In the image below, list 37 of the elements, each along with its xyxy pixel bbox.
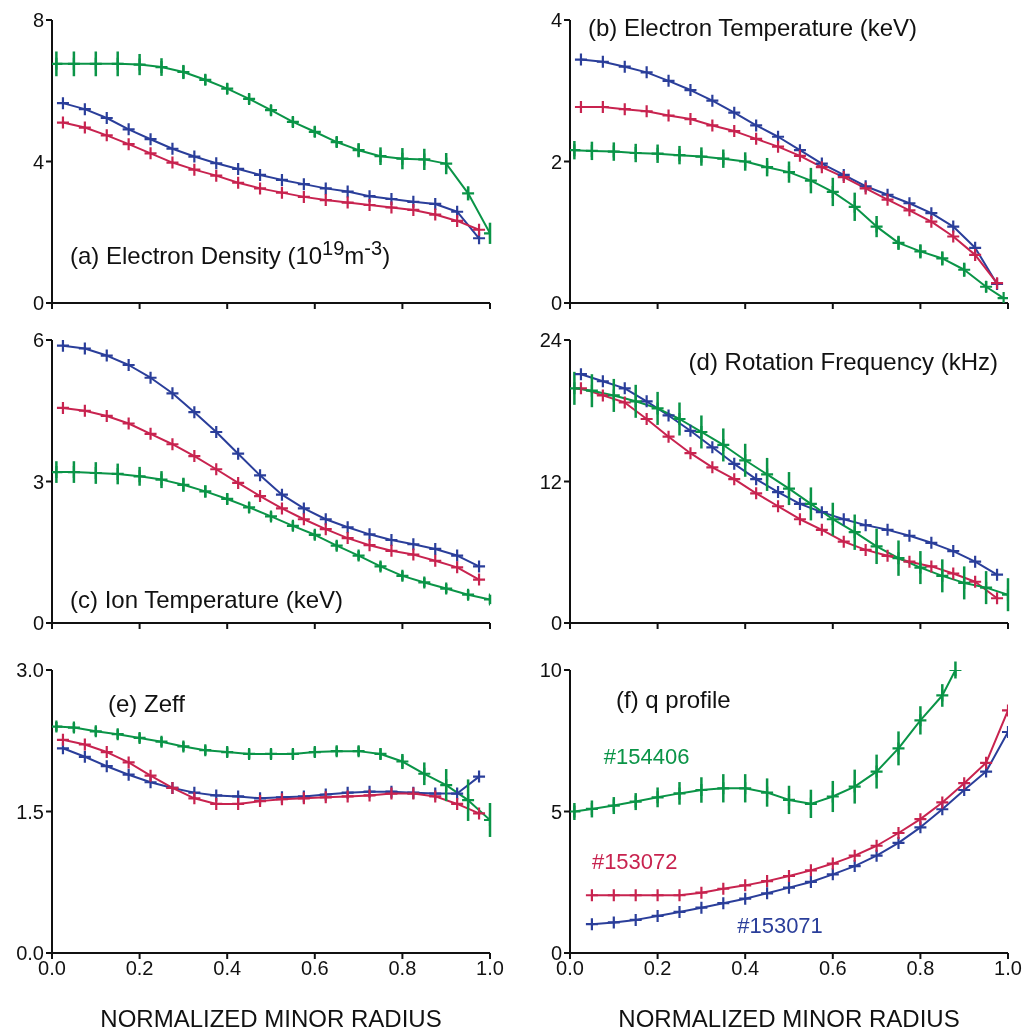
series-label: #153072 (591, 849, 678, 876)
x-tick-label: 0.8 (388, 957, 417, 980)
x-tick-label: 0.8 (906, 957, 935, 980)
y-tick-label: 2 (550, 150, 562, 173)
y-tick-label: 8 (32, 9, 44, 32)
y-tick-label: 3 (32, 470, 44, 493)
chart-title: (b) Electron Temperature (keV) (588, 14, 918, 42)
x-tick-label: 1.0 (476, 957, 504, 980)
y-tick-label: 0 (32, 292, 44, 315)
y-tick-label: 3.0 (16, 659, 44, 682)
y-tick-label: 0 (550, 292, 562, 315)
x-tick-label: 0.2 (125, 957, 154, 980)
text: (c) Ion Temperature (keV) (70, 586, 343, 614)
y-tick-label: 4 (32, 150, 44, 173)
x-tick-label: 0.4 (213, 957, 242, 980)
text: (f) q profile (616, 686, 731, 714)
y-tick-label: 12 (539, 470, 562, 493)
x-tick-label: 0.6 (818, 957, 847, 980)
series-label: #154406 (603, 743, 690, 770)
x-tick-label: 0.4 (731, 957, 760, 980)
text: (e) Zeff (108, 690, 185, 718)
y-tick-label: 1.5 (16, 800, 44, 823)
series-label: #153071 (737, 912, 823, 939)
y-tick-label: 6 (32, 329, 44, 352)
y-tick-label: 5 (550, 800, 562, 823)
y-tick-label: 4 (550, 9, 562, 32)
x-axis-title: NORMALIZED MINOR RADIUS (618, 1005, 960, 1032)
y-tick-label: 10 (539, 659, 562, 682)
y-tick-label: 24 (539, 329, 562, 352)
y-tick-label: 0 (550, 612, 562, 635)
x-tick-label: 0.2 (643, 957, 672, 980)
x-tick-label: 1.0 (994, 957, 1022, 980)
text: (a) Electron Density (10$^{19}$m$^{-3}$) (70, 237, 391, 270)
x-axis-title: NORMALIZED MINOR RADIUS (100, 1005, 442, 1032)
chart-title: (d) Rotation Frequency (kHz) (688, 348, 998, 376)
y-tick-label: 0 (32, 612, 44, 635)
x-tick-label: 0.6 (300, 957, 329, 980)
